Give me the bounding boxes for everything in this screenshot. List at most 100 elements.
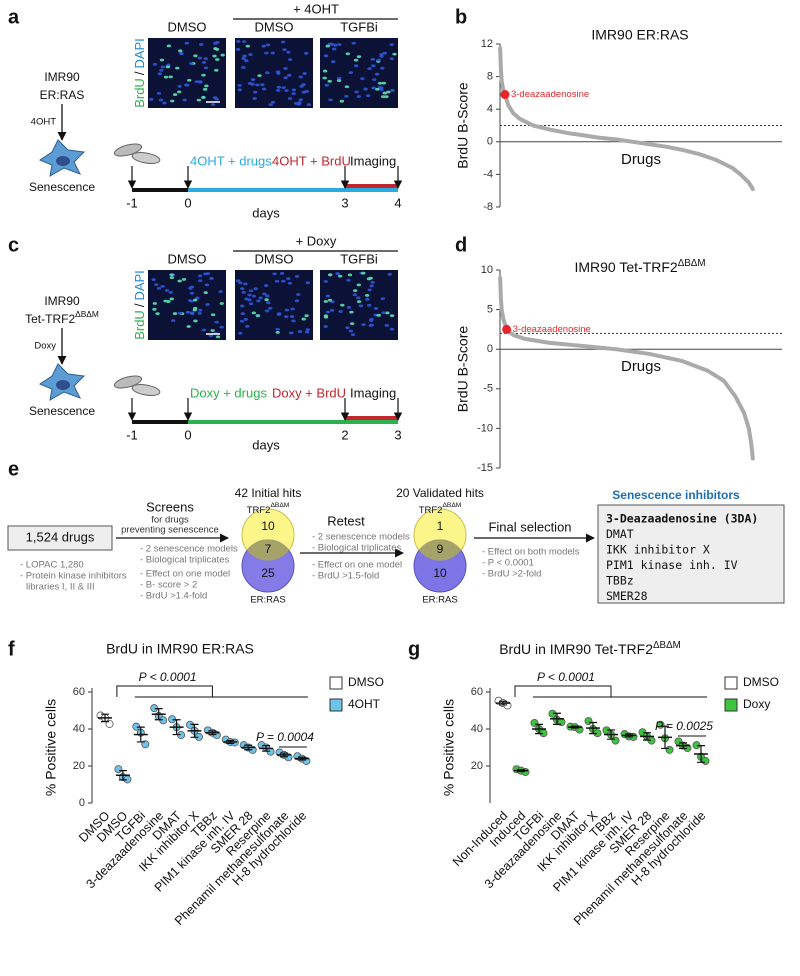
significance-bracket bbox=[116, 685, 308, 698]
nucleus bbox=[248, 302, 254, 306]
nucleus bbox=[261, 87, 267, 91]
nucleus bbox=[245, 44, 250, 48]
nucleus bbox=[170, 99, 175, 103]
label: 3-Deazaadenosine (3DA) bbox=[606, 512, 758, 526]
nucleus bbox=[291, 319, 296, 323]
label: TGFBi bbox=[340, 19, 378, 34]
micrograph bbox=[320, 270, 398, 340]
nucleus bbox=[347, 273, 353, 277]
nucleus bbox=[235, 48, 241, 51]
nucleus bbox=[264, 298, 269, 302]
score-curve bbox=[498, 46, 755, 192]
nucleus bbox=[242, 54, 247, 58]
nucleus bbox=[335, 272, 340, 275]
error-bar bbox=[190, 723, 199, 738]
label: - Effect on one model bbox=[140, 569, 230, 580]
cell-icon bbox=[113, 143, 143, 157]
nucleus bbox=[284, 89, 289, 92]
nucleus bbox=[367, 67, 372, 70]
label: TBBz bbox=[606, 574, 634, 588]
nucleus bbox=[337, 274, 343, 278]
nucleus bbox=[356, 283, 362, 287]
nucleus bbox=[268, 103, 274, 107]
nucleus bbox=[384, 324, 390, 327]
label: Senescence bbox=[29, 404, 95, 418]
error-bar bbox=[297, 756, 306, 761]
nucleus bbox=[296, 293, 301, 296]
highlight-point bbox=[502, 324, 512, 334]
label: - BrdU >2-fold bbox=[482, 569, 541, 580]
text-part: DAPI bbox=[132, 38, 147, 68]
y-axis-label: BrdU B-Score bbox=[455, 82, 471, 169]
nucleus bbox=[177, 84, 182, 88]
nucleus bbox=[152, 302, 158, 305]
nucleus bbox=[197, 274, 203, 278]
nucleus-icon bbox=[56, 380, 70, 390]
nucleus bbox=[215, 58, 220, 61]
legend-label: DMSO bbox=[743, 675, 779, 689]
nucleus bbox=[340, 303, 345, 307]
nucleus bbox=[327, 298, 333, 302]
nucleus bbox=[282, 48, 287, 52]
nucleus bbox=[265, 294, 270, 298]
nucleus bbox=[303, 51, 309, 55]
nucleus bbox=[241, 57, 246, 60]
label: 4OHT + drugs bbox=[190, 153, 272, 168]
nucleus bbox=[380, 66, 385, 70]
label: SMER28 bbox=[606, 589, 648, 603]
label: - BrdU >1.4-fold bbox=[140, 591, 207, 602]
nucleus bbox=[349, 322, 355, 326]
nucleus bbox=[241, 291, 246, 294]
nucleus bbox=[370, 57, 375, 61]
legend-label: Doxy bbox=[743, 697, 770, 711]
nucleus bbox=[371, 64, 376, 68]
nucleus bbox=[379, 88, 384, 92]
nucleus bbox=[197, 308, 203, 312]
nucleus bbox=[346, 278, 351, 282]
y-tick-label: 20 bbox=[471, 760, 483, 772]
error-bar bbox=[208, 730, 217, 736]
label: - P < 0.0001 bbox=[482, 558, 534, 569]
label: Tet-TRF2ΔBΔM bbox=[25, 309, 99, 326]
nucleus bbox=[166, 300, 171, 303]
nucleus bbox=[382, 51, 387, 55]
stain-label: BrdU / DAPI bbox=[132, 270, 147, 340]
nucleus bbox=[375, 87, 380, 91]
nucleus bbox=[344, 94, 349, 98]
nucleus bbox=[154, 283, 159, 286]
label: TGFBi bbox=[340, 251, 378, 266]
nucleus bbox=[336, 79, 342, 83]
x-axis-label: Drugs bbox=[621, 151, 661, 168]
nucleus bbox=[193, 319, 198, 323]
label: Final selection bbox=[488, 519, 571, 534]
nucleus bbox=[251, 294, 257, 298]
nucleus bbox=[243, 317, 248, 321]
nucleus bbox=[199, 43, 204, 46]
nucleus bbox=[203, 291, 208, 295]
nucleus bbox=[361, 271, 366, 275]
library-box bbox=[7, 525, 113, 551]
y-tick-label: 60 bbox=[73, 686, 85, 698]
nucleus bbox=[368, 319, 374, 322]
nucleus bbox=[263, 284, 269, 287]
text-part: DAPI bbox=[132, 270, 147, 300]
text-part: ΔBΔM bbox=[678, 258, 706, 269]
nucleus bbox=[289, 315, 295, 318]
nucleus bbox=[296, 102, 302, 106]
nucleus bbox=[283, 76, 288, 80]
nucleus bbox=[286, 277, 291, 281]
y-tick-label: 12 bbox=[481, 38, 493, 50]
nucleus bbox=[380, 297, 386, 301]
label: DMSO bbox=[255, 19, 294, 34]
text-part: Tet-TRF2 bbox=[25, 312, 75, 326]
label: ER:RAS bbox=[422, 595, 457, 606]
micrograph bbox=[235, 38, 313, 108]
legend-swatch bbox=[724, 676, 738, 690]
nucleus bbox=[195, 296, 200, 300]
nucleus bbox=[187, 78, 192, 82]
micrograph bbox=[148, 270, 226, 340]
nucleus bbox=[241, 66, 246, 69]
nucleus bbox=[149, 98, 154, 101]
y-tick-label: 60 bbox=[471, 686, 483, 698]
stain-label: BrdU / DAPI bbox=[132, 38, 147, 108]
